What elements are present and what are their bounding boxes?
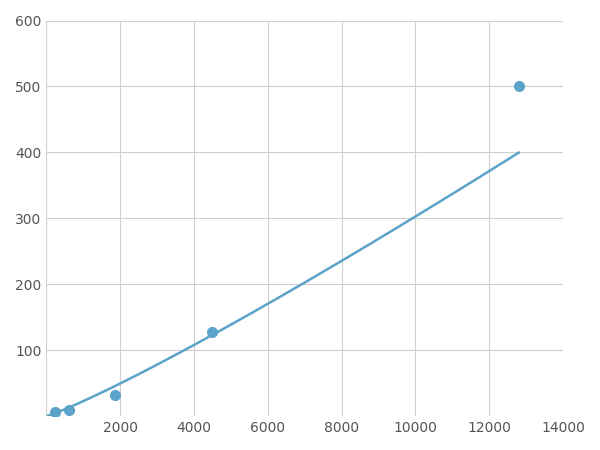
Point — [50, 408, 60, 415]
Point — [110, 392, 120, 399]
Point — [208, 328, 217, 335]
Point — [65, 406, 74, 413]
Point — [514, 83, 524, 90]
